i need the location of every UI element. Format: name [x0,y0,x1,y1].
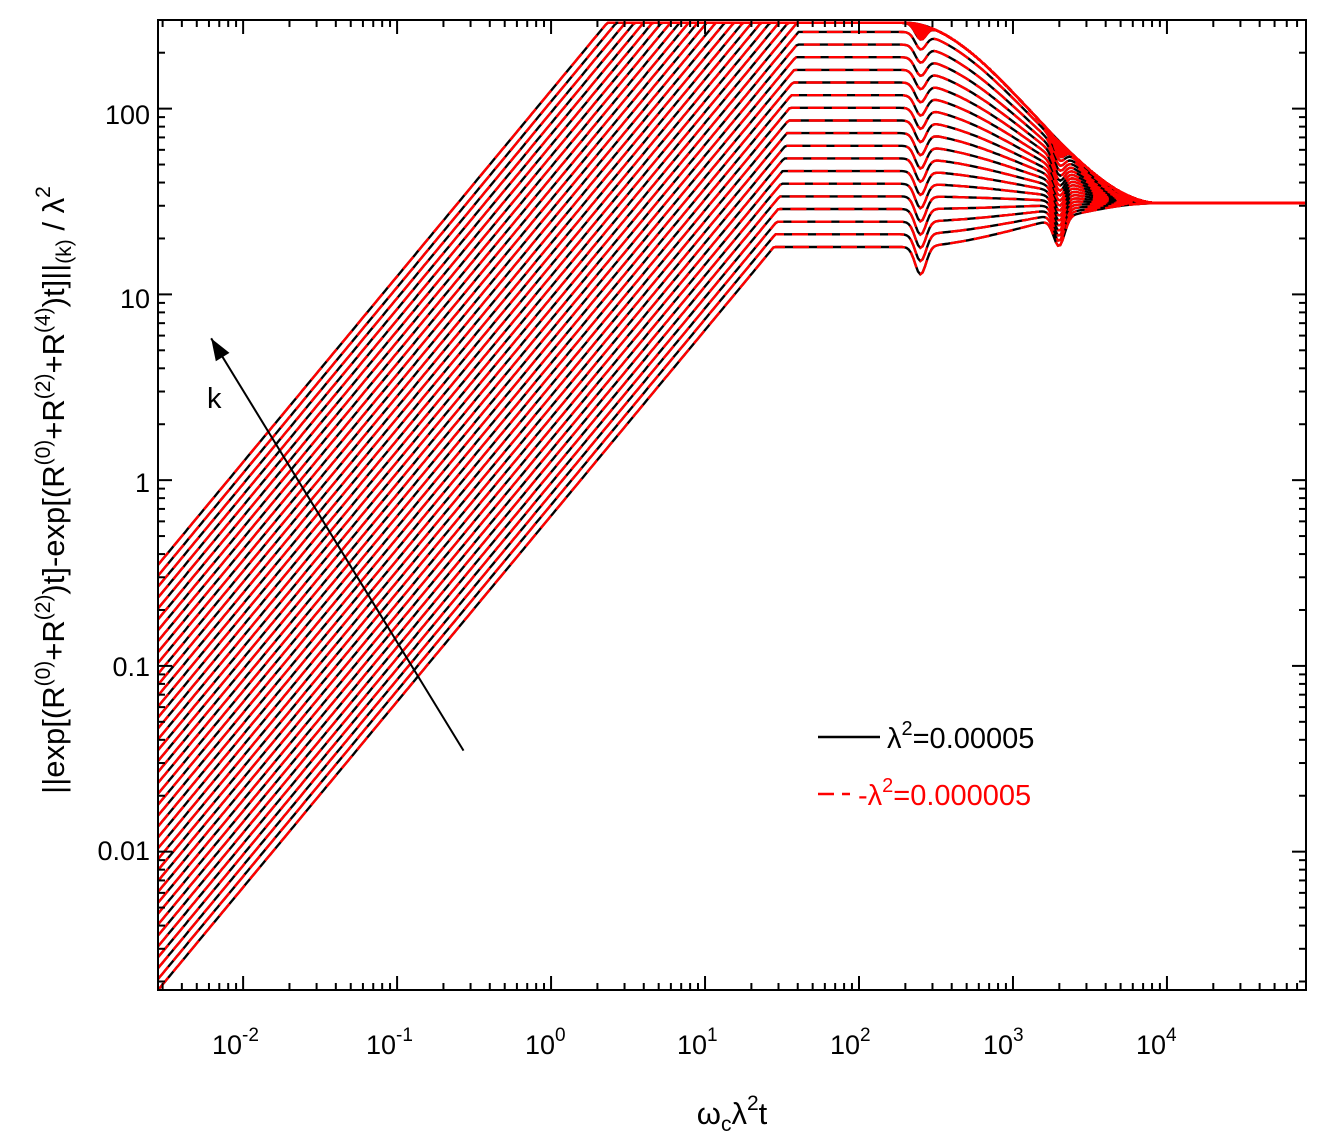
plot-frame [157,19,1307,991]
x-tick-label: 101 [677,1025,718,1060]
series-dashed-curve [158,182,1306,937]
legend-label-dashed: -λ2=0.000005 [858,775,1031,812]
x-tick-label: 10-2 [212,1025,259,1060]
series-dashed-curve [158,157,1306,915]
x-tick-label: 103 [983,1025,1024,1060]
y-tick-label: 1 [135,468,150,498]
x-axis-title: ωcλ2t [697,1092,768,1136]
series-dashed-curve [158,21,1306,773]
series-dashed-curve [158,144,1306,904]
k-label: k [207,383,222,415]
x-tick-label: 102 [830,1025,871,1060]
k-arrow-line [210,337,465,752]
y-axis-title: ||exp[(R(0)+R(2))t]-exp[(R(0)+R(2)+R(4))… [32,186,76,794]
y-tick-label: 0.01 [97,836,150,866]
series-dashed-curve [158,56,1306,828]
legend: λ2=0.00005 -λ2=0.000005 [818,718,1034,812]
series-dashed-curve [158,21,1306,741]
ticks-group [158,19,1307,990]
y-tick-label: 0.1 [112,652,150,682]
y-tick-label: 10 [120,284,150,314]
k-annotation: k [207,337,465,752]
k-arrow-head [211,338,230,362]
series-dashed-curve [158,201,1306,959]
x-tick-labels: 10-2 10-1 100 101 102 103 104 [212,1025,1177,1060]
series-dashed-curve [158,21,1306,566]
legend-label-solid: λ2=0.00005 [887,718,1034,755]
curves-group [158,21,1306,990]
y-tick-label: 100 [105,100,150,130]
series-dashed-curve [158,169,1306,926]
series-dashed-curve [158,195,1306,948]
x-tick-label: 104 [1136,1025,1177,1060]
x-tick-label: 100 [525,1025,566,1060]
x-tick-label: 10-1 [366,1025,413,1060]
y-tick-labels: 0.01 0.1 1 10 100 [97,100,150,866]
series-dashed-curve [158,68,1306,839]
